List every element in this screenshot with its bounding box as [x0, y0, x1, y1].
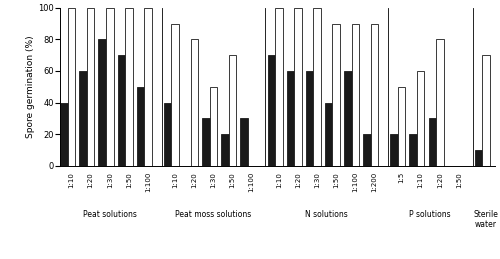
Bar [268, 55, 275, 166]
Bar [410, 134, 417, 166]
Y-axis label: Spore germination (%): Spore germination (%) [26, 35, 35, 138]
Bar [398, 87, 406, 166]
Bar [118, 55, 125, 166]
Bar [475, 150, 482, 166]
Bar [370, 24, 378, 166]
Bar [190, 39, 198, 166]
Bar [286, 71, 294, 166]
Bar [172, 24, 179, 166]
Bar [332, 24, 340, 166]
Bar [482, 55, 490, 166]
Bar [417, 71, 424, 166]
Bar [221, 134, 229, 166]
Bar [390, 134, 398, 166]
Text: Sterile
water: Sterile water [474, 210, 498, 229]
Text: N solutions: N solutions [306, 210, 348, 219]
Text: P solutions: P solutions [410, 210, 451, 219]
Bar [352, 24, 359, 166]
Bar [275, 8, 282, 166]
Bar [306, 71, 314, 166]
Bar [428, 118, 436, 166]
Bar [98, 39, 106, 166]
Bar [106, 8, 114, 166]
Text: Peat moss solutions: Peat moss solutions [176, 210, 252, 219]
Bar [202, 118, 209, 166]
Bar [436, 39, 444, 166]
Bar [294, 8, 302, 166]
Bar [314, 8, 321, 166]
Bar [325, 103, 332, 166]
Bar [229, 55, 236, 166]
Bar [87, 8, 94, 166]
Bar [80, 71, 87, 166]
Bar [136, 87, 144, 166]
Bar [210, 87, 217, 166]
Bar [164, 103, 172, 166]
Bar [363, 134, 370, 166]
Bar [240, 118, 248, 166]
Bar [60, 103, 68, 166]
Text: Peat solutions: Peat solutions [83, 210, 136, 219]
Bar [125, 8, 132, 166]
Bar [68, 8, 76, 166]
Bar [344, 71, 352, 166]
Bar [144, 8, 152, 166]
